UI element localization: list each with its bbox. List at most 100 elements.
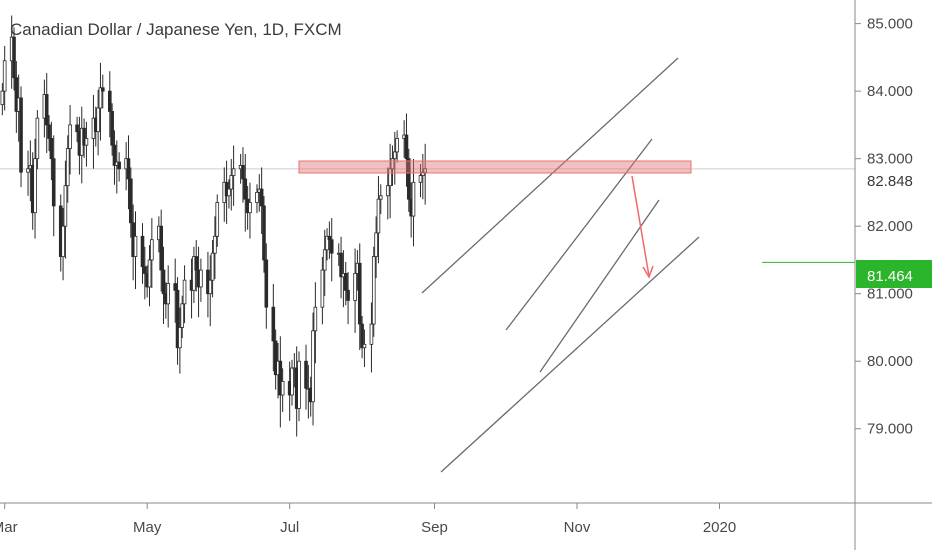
current-price-label: 82.848 (867, 173, 913, 190)
candle (241, 147, 245, 203)
candle (357, 243, 362, 350)
price-axis[interactable]: 85.000 84.000 83.000 82.000 81.000 80.000 79.0… (855, 16, 913, 438)
candle (96, 89, 100, 156)
candle (280, 368, 285, 413)
candle (133, 211, 138, 290)
candle (353, 248, 357, 333)
candle (129, 167, 133, 238)
candle (378, 184, 383, 215)
price-tick-label: 83.000 (867, 151, 913, 168)
channel-line[interactable] (505, 138, 653, 331)
candle (259, 167, 264, 235)
candle (47, 115, 51, 152)
candle (327, 221, 332, 259)
channel-line[interactable] (421, 57, 679, 294)
candle (19, 86, 23, 188)
candle (227, 179, 231, 209)
time-tick-label: 2020 (703, 519, 736, 536)
candle (26, 150, 30, 196)
candle (147, 245, 152, 307)
candle (297, 351, 301, 422)
candle (243, 153, 248, 232)
candle (374, 216, 378, 279)
candle (194, 240, 199, 292)
candle (311, 312, 315, 426)
candle (273, 329, 278, 390)
candle (82, 118, 86, 158)
price-tick-label: 79.000 (867, 421, 913, 438)
candle (255, 184, 259, 214)
candle (325, 228, 329, 261)
candle (278, 336, 283, 428)
candle (271, 283, 276, 372)
candle (84, 121, 89, 167)
candle (33, 138, 37, 239)
candle (369, 302, 374, 373)
candle (411, 159, 416, 247)
candle (313, 282, 318, 364)
target-price-badge: 81.464 (856, 260, 932, 288)
candle (159, 209, 163, 292)
chart-title: Canadian Dollar / Japanese Yen, 1D, FXCM (10, 20, 342, 39)
candle (12, 27, 16, 91)
time-tick-label: Sep (421, 519, 448, 536)
candle (320, 256, 325, 325)
candle (166, 265, 170, 328)
candle (182, 265, 187, 324)
candle (117, 152, 121, 182)
candle (51, 135, 56, 237)
candle (178, 307, 182, 374)
trend-channel[interactable] (421, 57, 700, 473)
candle (180, 295, 185, 338)
candle (199, 258, 203, 302)
candle (44, 72, 49, 153)
projection-arrow[interactable] (631, 175, 654, 279)
price-tick-label: 84.000 (867, 83, 913, 100)
current-price-badge: 82.848 (856, 166, 932, 193)
candle (404, 113, 409, 187)
time-tick-label: Jul (280, 519, 299, 536)
candle (231, 145, 236, 206)
candle (173, 258, 178, 323)
resistance-zone[interactable] (298, 160, 692, 174)
candle (418, 164, 423, 198)
candle (392, 131, 397, 185)
candle (290, 359, 294, 406)
candle (385, 167, 390, 220)
candle (14, 61, 19, 133)
channel-line[interactable] (539, 199, 660, 373)
candle (107, 71, 112, 138)
candle (215, 194, 220, 247)
candle (371, 246, 376, 337)
price-tick-label: 80.000 (867, 353, 913, 370)
time-tick-label: May (133, 519, 162, 536)
candle (161, 246, 166, 324)
candle (339, 236, 343, 299)
candle (264, 243, 269, 329)
candle (229, 159, 234, 211)
candle (68, 104, 72, 175)
candle (390, 145, 395, 186)
candle (322, 229, 327, 296)
candle (343, 261, 348, 306)
price-tick-label: 85.000 (867, 16, 913, 33)
time-axis[interactable]: Mar May Jul Sep Nov 2020 (0, 503, 736, 536)
candle (423, 143, 427, 205)
candle (388, 143, 392, 219)
candle (407, 148, 411, 212)
candle (0, 83, 5, 116)
plot-area (0, 15, 855, 473)
candle (140, 223, 145, 284)
candle (110, 103, 114, 156)
candle (329, 218, 334, 282)
candle (49, 121, 54, 181)
candle (61, 207, 65, 281)
candle (362, 329, 367, 368)
candles (0, 15, 427, 437)
candle (35, 110, 40, 170)
channel-line[interactable] (440, 236, 700, 473)
candle (65, 135, 70, 203)
target-price-label: 81.464 (867, 268, 913, 285)
candle (150, 218, 154, 289)
